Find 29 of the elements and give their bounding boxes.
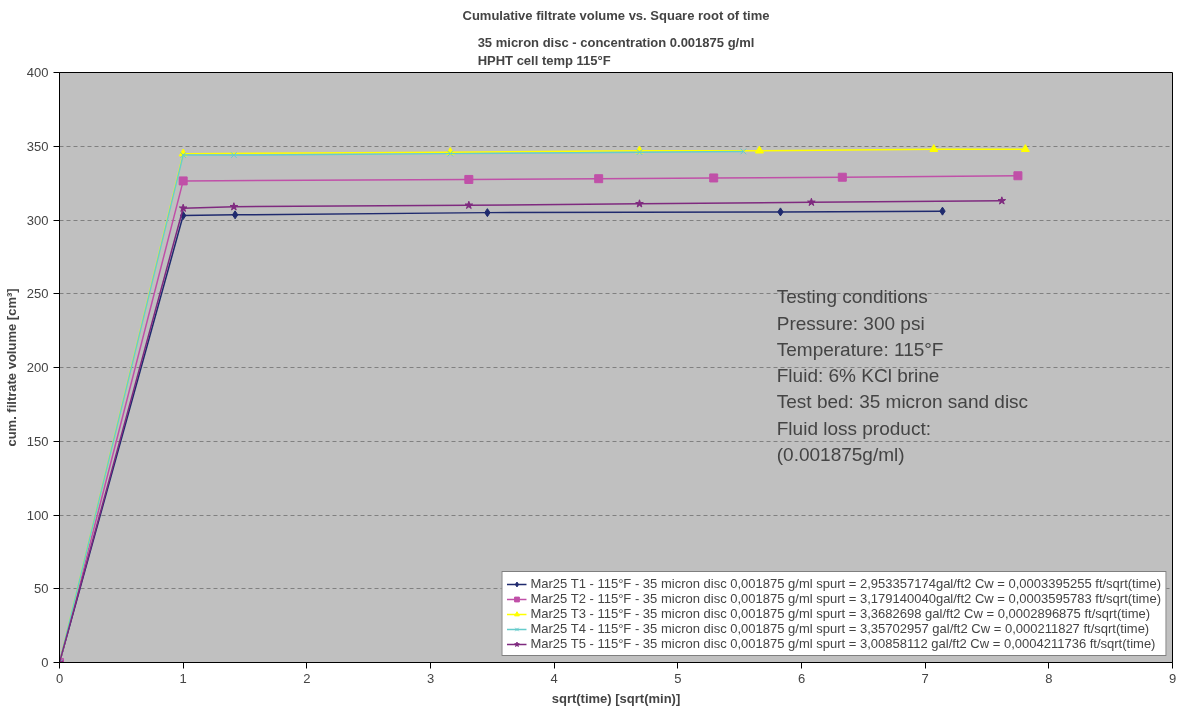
x-tick-label: 5 (674, 670, 682, 686)
x-tick-label: 7 (921, 670, 929, 686)
y-tick-label: 250 (26, 286, 49, 302)
y-tick-label: 300 (26, 212, 49, 228)
y-tick-label: 200 (26, 360, 49, 375)
x-axis-title: sqrt(time) [sqrt(min)] (551, 690, 681, 706)
legend-label: Mar25 T5 - 115°F - 35 micron disc 0,001875 g/ml spurt = 3,00858112 gal/ft2 Cw = 0,0004211736 ft/sqrt(time) (530, 636, 1156, 651)
x-tick-label: 8 (1045, 670, 1053, 686)
legend-label: Mar25 T2 - 115°F - 35 micron disc 0,001875 g/ml spurt = 3,179140040gal/ft2 Cw = 0,0003595783 ft/sqrt(time) (530, 591, 1161, 606)
chart-subtitle: 35 micron disc - concentration 0.001875 g/ml HPHT cell temp 115°F (477, 34, 755, 68)
y-tick-label: 400 (26, 65, 49, 80)
y-axis-title: cum. filtrate volume [cm³] (3, 288, 19, 447)
x-tick-label: 3 (426, 670, 435, 686)
y-tick-label: 100 (26, 507, 49, 523)
x-tick-label: 2 (303, 670, 311, 686)
y-tick-label: 0 (41, 655, 49, 670)
y-tick-label: 50 (34, 581, 49, 597)
chart-title: Cumulative filtrate volume vs. Square root of time (462, 7, 770, 23)
legend-label: Mar25 T1 - 115°F - 35 micron disc 0,001875 g/ml spurt = 2,953357174gal/ft2 Cw = 0,0003395255 ft/sqrt(time) (530, 576, 1161, 591)
y-tick-label: 350 (26, 138, 49, 154)
y-tick-label: 150 (26, 433, 49, 449)
legend-label: Mar25 T3 - 115°F - 35 micron disc 0,001875 g/ml spurt = 3,3682698 gal/ft2 Cw = 0,0002896875 ft/sqrt(time) (530, 606, 1151, 621)
legend-label: Mar25 T4 - 115°F - 35 micron disc 0,001875 g/ml spurt = 3,35702957 gal/ft2 Cw = 0,000211827 ft/sqrt(time) (530, 621, 1150, 636)
x-tick-label: 9 (1168, 670, 1177, 686)
x-tick-label: 6 (797, 670, 806, 686)
x-tick-label: 0 (55, 670, 64, 686)
x-tick-label: 4 (550, 670, 558, 686)
annotation: Testing conditions Pressure: 300 psi Temperature: 115°F Fluid: 6% KCl brine Test bed: 35 micron sand disc Fluid loss product: (0.001875g/ml) (776, 286, 1029, 465)
x-tick-label: 1 (179, 670, 187, 686)
